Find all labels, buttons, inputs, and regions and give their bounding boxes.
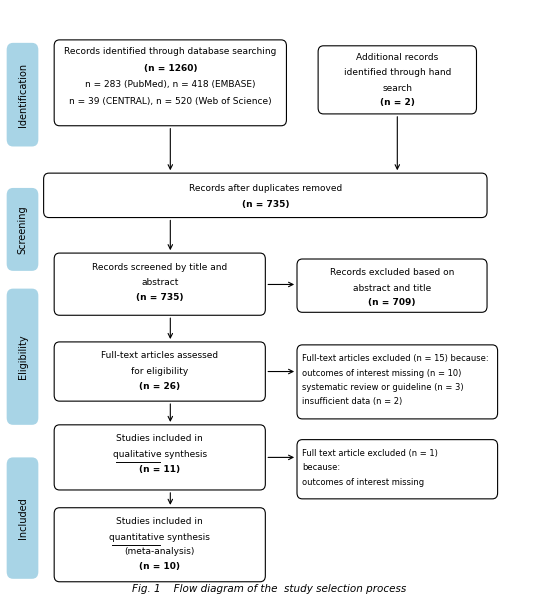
Text: qualitative synthesis: qualitative synthesis <box>112 450 207 459</box>
Text: Eligibility: Eligibility <box>18 334 27 379</box>
Text: (n = 26): (n = 26) <box>139 382 180 391</box>
FancyBboxPatch shape <box>318 46 477 114</box>
Text: (meta-analysis): (meta-analysis) <box>125 547 195 556</box>
Text: abstract and title: abstract and title <box>353 284 431 293</box>
Text: (n = 709): (n = 709) <box>369 298 416 307</box>
FancyBboxPatch shape <box>297 259 487 312</box>
Text: search: search <box>383 84 412 93</box>
Text: (n = 11): (n = 11) <box>139 465 180 474</box>
Text: n = 39 (CENTRAL), n = 520 (Web of Science): n = 39 (CENTRAL), n = 520 (Web of Scienc… <box>69 97 272 106</box>
FancyBboxPatch shape <box>54 253 265 315</box>
Text: Full-text articles excluded (n = 15) because:: Full-text articles excluded (n = 15) bec… <box>302 355 489 364</box>
Text: Full text article excluded (n = 1): Full text article excluded (n = 1) <box>302 449 438 458</box>
FancyBboxPatch shape <box>44 173 487 218</box>
Text: Included: Included <box>18 497 27 539</box>
Text: (n = 10): (n = 10) <box>139 562 180 571</box>
FancyBboxPatch shape <box>54 425 265 490</box>
Text: Records screened by title and: Records screened by title and <box>92 262 228 271</box>
Text: Studies included in: Studies included in <box>116 434 203 443</box>
Text: Records after duplicates removed: Records after duplicates removed <box>189 184 342 193</box>
FancyBboxPatch shape <box>6 289 38 425</box>
Text: (n = 2): (n = 2) <box>380 98 415 107</box>
Text: n = 283 (PubMed), n = 418 (EMBASE): n = 283 (PubMed), n = 418 (EMBASE) <box>85 80 256 89</box>
Text: insufficient data (n = 2): insufficient data (n = 2) <box>302 397 402 406</box>
Text: outcomes of interest missing: outcomes of interest missing <box>302 478 424 487</box>
Text: (n = 735): (n = 735) <box>136 293 183 302</box>
FancyBboxPatch shape <box>54 508 265 582</box>
FancyBboxPatch shape <box>6 43 38 146</box>
Text: Records identified through database searching: Records identified through database sear… <box>64 47 277 56</box>
FancyBboxPatch shape <box>297 345 498 419</box>
Text: Full-text articles assessed: Full-text articles assessed <box>101 352 218 361</box>
Text: Records excluded based on: Records excluded based on <box>330 268 454 277</box>
Text: Fig. 1    Flow diagram of the  study selection process: Fig. 1 Flow diagram of the study selecti… <box>132 584 406 594</box>
FancyBboxPatch shape <box>6 188 38 271</box>
Text: systematic review or guideline (n = 3): systematic review or guideline (n = 3) <box>302 383 464 392</box>
Text: (n = 1260): (n = 1260) <box>144 64 197 73</box>
Text: because:: because: <box>302 464 341 472</box>
FancyBboxPatch shape <box>54 342 265 401</box>
Text: Screening: Screening <box>18 205 27 253</box>
Text: Additional records: Additional records <box>356 53 438 62</box>
Text: identified through hand: identified through hand <box>344 68 451 77</box>
Text: Studies included in: Studies included in <box>116 517 203 526</box>
FancyBboxPatch shape <box>297 440 498 499</box>
Text: outcomes of interest missing (n = 10): outcomes of interest missing (n = 10) <box>302 368 462 378</box>
FancyBboxPatch shape <box>54 40 286 126</box>
Text: (n = 735): (n = 735) <box>242 201 289 209</box>
Text: abstract: abstract <box>141 278 179 287</box>
Text: Identification: Identification <box>18 62 27 127</box>
Text: quantitative synthesis: quantitative synthesis <box>109 533 210 541</box>
Text: for eligibility: for eligibility <box>131 367 188 376</box>
FancyBboxPatch shape <box>6 458 38 579</box>
